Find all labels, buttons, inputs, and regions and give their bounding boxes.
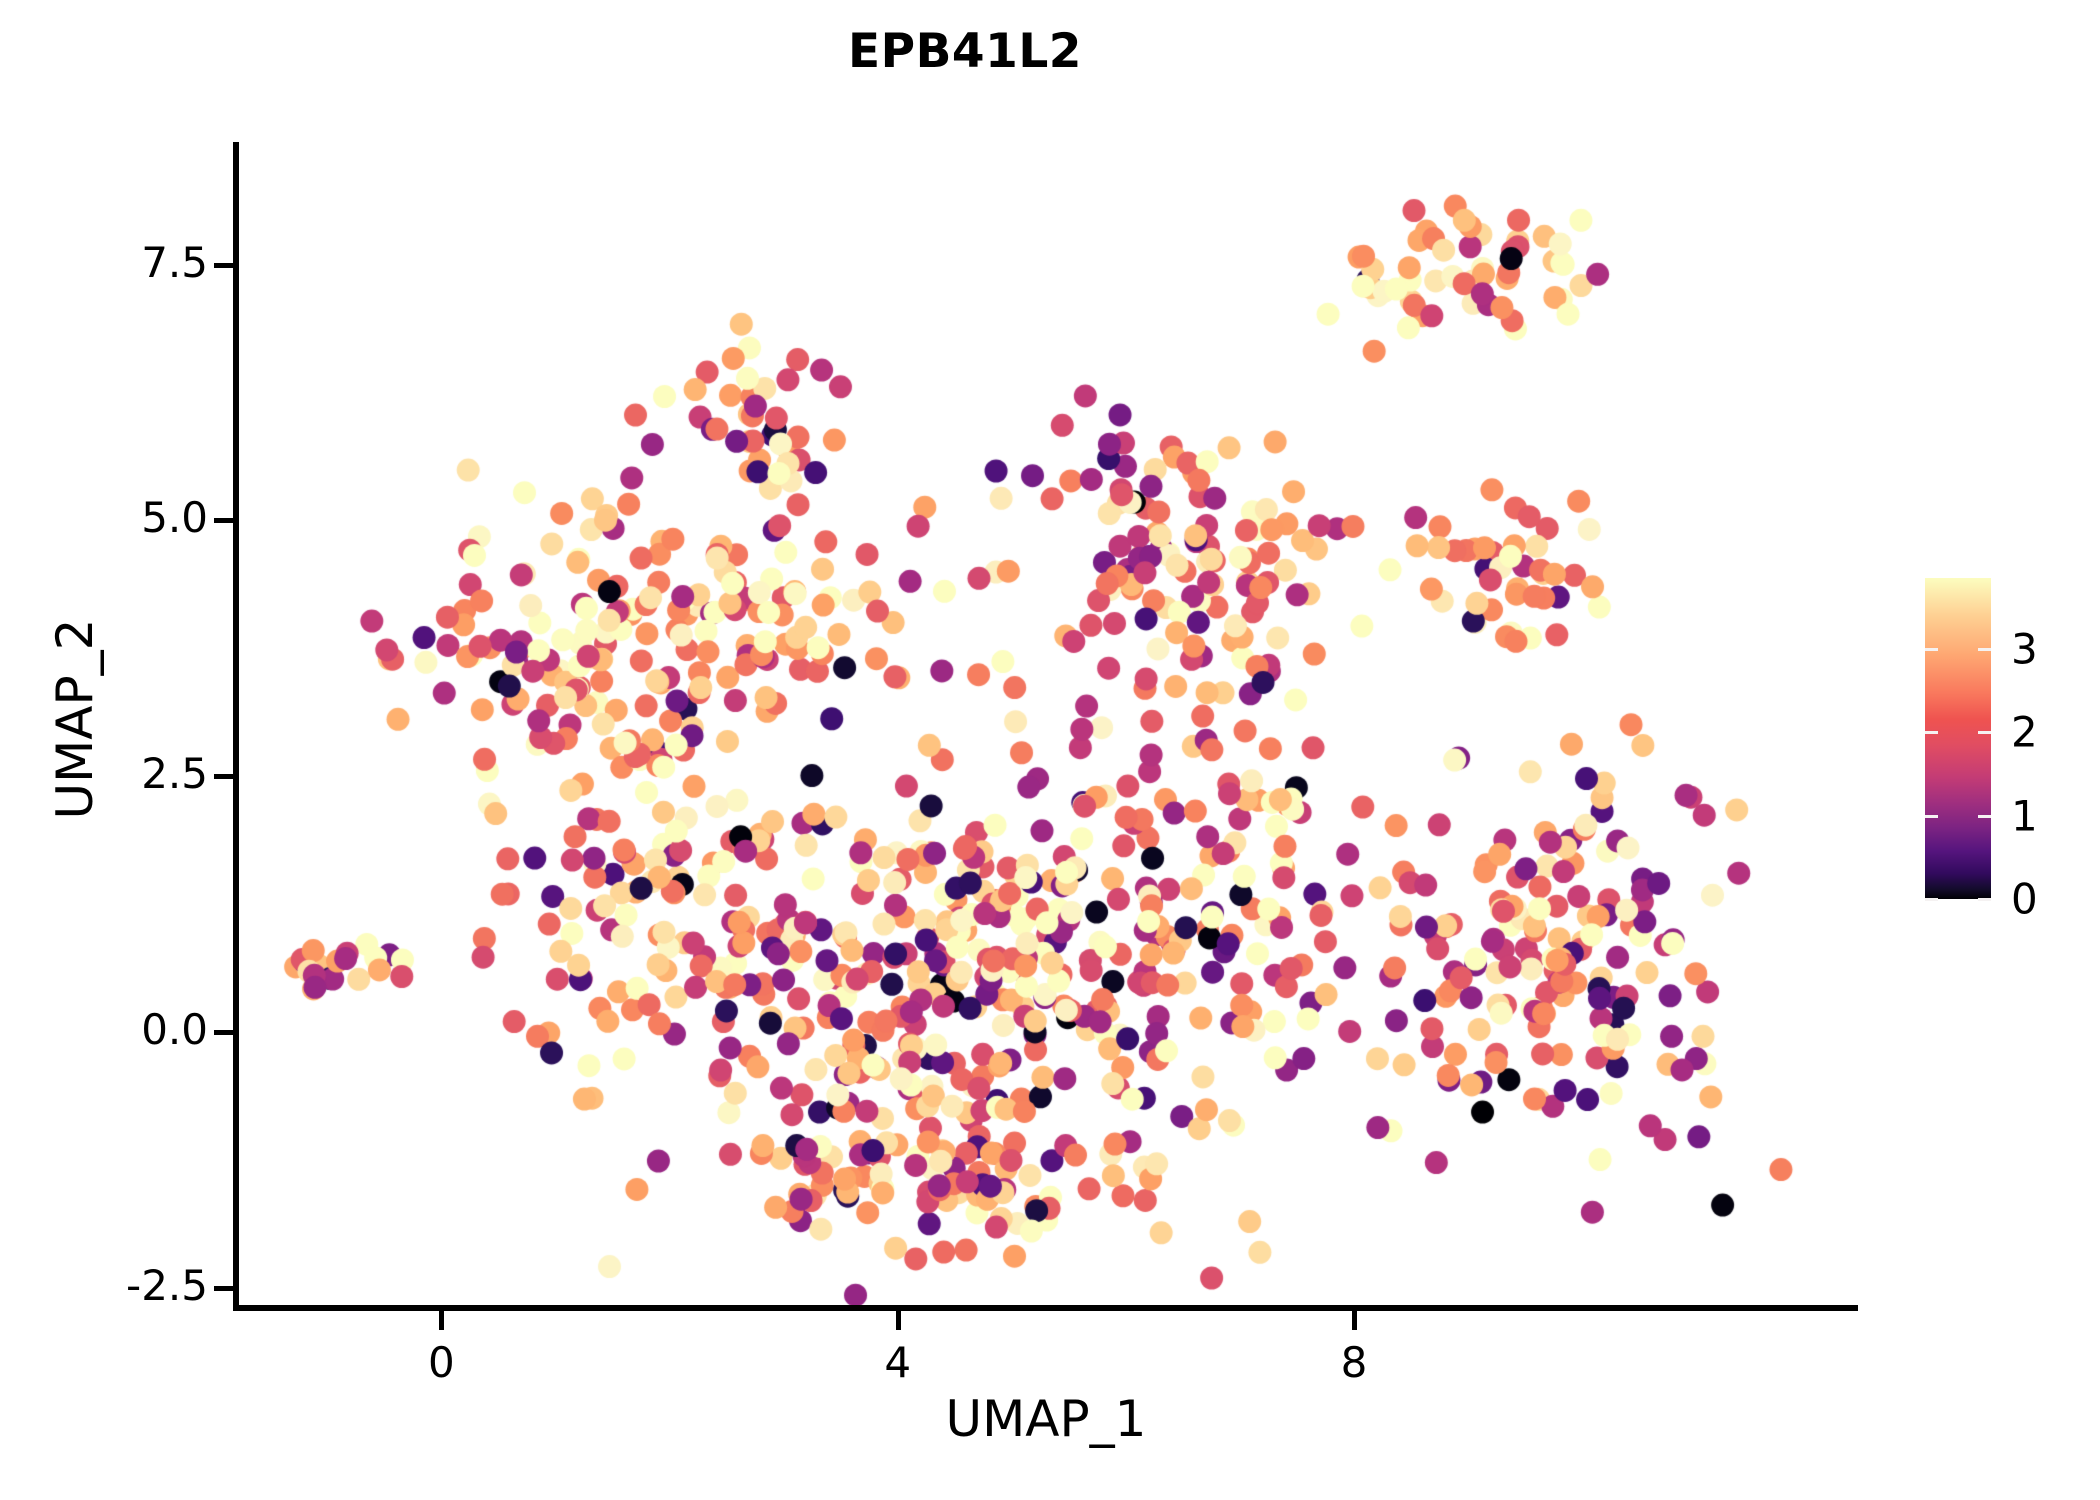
legend-tick-mark — [1925, 898, 1938, 901]
x-tick-label: 8 — [1340, 1338, 1368, 1387]
x-tick-mark — [1352, 1311, 1358, 1330]
x-tick-label: 4 — [884, 1338, 912, 1387]
scatter-points-layer — [236, 142, 1856, 1308]
y-tick-mark — [214, 774, 233, 780]
plot-panel — [236, 142, 1856, 1308]
x-tick-mark — [439, 1311, 445, 1330]
x-tick-label: 0 — [427, 1338, 455, 1387]
y-tick-mark — [214, 1285, 233, 1291]
legend-tick-mark — [1978, 898, 1991, 901]
y-axis-line — [233, 142, 239, 1311]
y-tick-label: 2.5 — [141, 749, 208, 799]
y-tick-mark — [214, 262, 233, 268]
y-tick-label: 5.0 — [141, 493, 208, 543]
legend-tick-mark — [1925, 647, 1938, 651]
legend-tick-mark — [1978, 731, 1991, 735]
x-axis-line — [233, 1305, 1858, 1311]
legend-tick-mark — [1978, 814, 1991, 818]
x-tick-mark — [895, 1311, 901, 1330]
legend-tick-label: 0 — [2011, 874, 2038, 924]
y-tick-mark — [214, 1029, 233, 1035]
legend-tick-label: 1 — [2011, 791, 2038, 841]
legend-tick-label: 2 — [2011, 707, 2038, 757]
y-tick-label: 7.5 — [141, 237, 208, 287]
page-title: EPB41L2 — [848, 24, 1082, 79]
x-axis-title: UMAP_1 — [945, 1390, 1147, 1448]
legend-tick-mark — [1925, 731, 1938, 735]
y-tick-mark — [214, 518, 233, 524]
y-tick-label: -2.5 — [126, 1260, 208, 1310]
legend-colorbar — [1925, 578, 1991, 899]
y-tick-label: 0.0 — [141, 1004, 208, 1054]
legend-tick-mark — [1925, 814, 1938, 818]
y-axis-title: UMAP_2 — [46, 618, 104, 820]
legend-tick-label: 3 — [2011, 624, 2038, 674]
legend-tick-mark — [1978, 647, 1991, 651]
